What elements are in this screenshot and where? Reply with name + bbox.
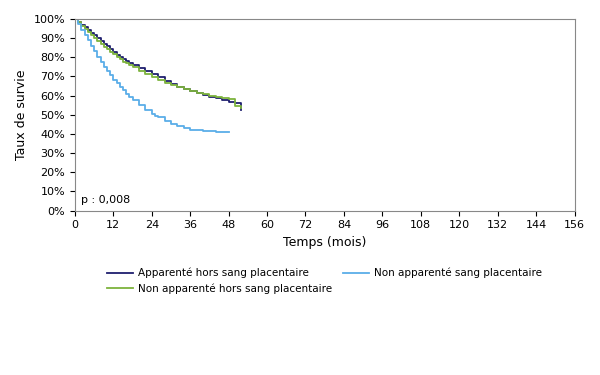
Non apparenté sang placentaire <box>110 73 117 78</box>
Y-axis label: Taux de survie: Taux de survie <box>15 69 28 160</box>
Apparenté hors sang placentaire <box>238 108 245 112</box>
Non apparenté sang placentaire <box>107 73 114 78</box>
Apparenté hors sang placentaire <box>71 17 79 21</box>
Non apparenté hors sang placentaire <box>225 97 232 102</box>
Apparenté hors sang placentaire <box>74 20 82 24</box>
Text: p : 0,008: p : 0,008 <box>82 195 131 205</box>
Line: Non apparenté sang placentaire: Non apparenté sang placentaire <box>75 19 229 132</box>
Non apparenté sang placentaire <box>88 38 95 43</box>
Non apparenté sang placentaire <box>225 130 232 135</box>
Non apparenté hors sang placentaire <box>71 17 79 21</box>
Apparenté hors sang placentaire <box>113 53 120 57</box>
Apparenté hors sang placentaire <box>103 44 110 48</box>
X-axis label: Temps (mois): Temps (mois) <box>283 236 367 249</box>
Non apparenté hors sang placentaire <box>148 75 155 79</box>
Apparenté hors sang placentaire <box>126 60 133 65</box>
Non apparenté sang placentaire <box>81 27 88 32</box>
Non apparenté sang placentaire <box>94 49 101 53</box>
Non apparenté hors sang placentaire <box>74 20 82 25</box>
Non apparenté sang placentaire <box>71 17 79 21</box>
Apparenté hors sang placentaire <box>148 72 155 76</box>
Non apparenté hors sang placentaire <box>103 47 110 51</box>
Non apparenté sang placentaire <box>142 103 149 108</box>
Line: Non apparenté hors sang placentaire: Non apparenté hors sang placentaire <box>75 19 241 108</box>
Non apparenté hors sang placentaire <box>126 63 133 68</box>
Apparenté hors sang placentaire <box>225 99 232 104</box>
Line: Apparenté hors sang placentaire: Apparenté hors sang placentaire <box>75 19 241 110</box>
Non apparenté hors sang placentaire <box>113 55 120 59</box>
Non apparenté hors sang placentaire <box>238 106 245 110</box>
Legend: Apparenté hors sang placentaire, Non apparenté hors sang placentaire, Non appare: Apparenté hors sang placentaire, Non app… <box>103 264 547 298</box>
